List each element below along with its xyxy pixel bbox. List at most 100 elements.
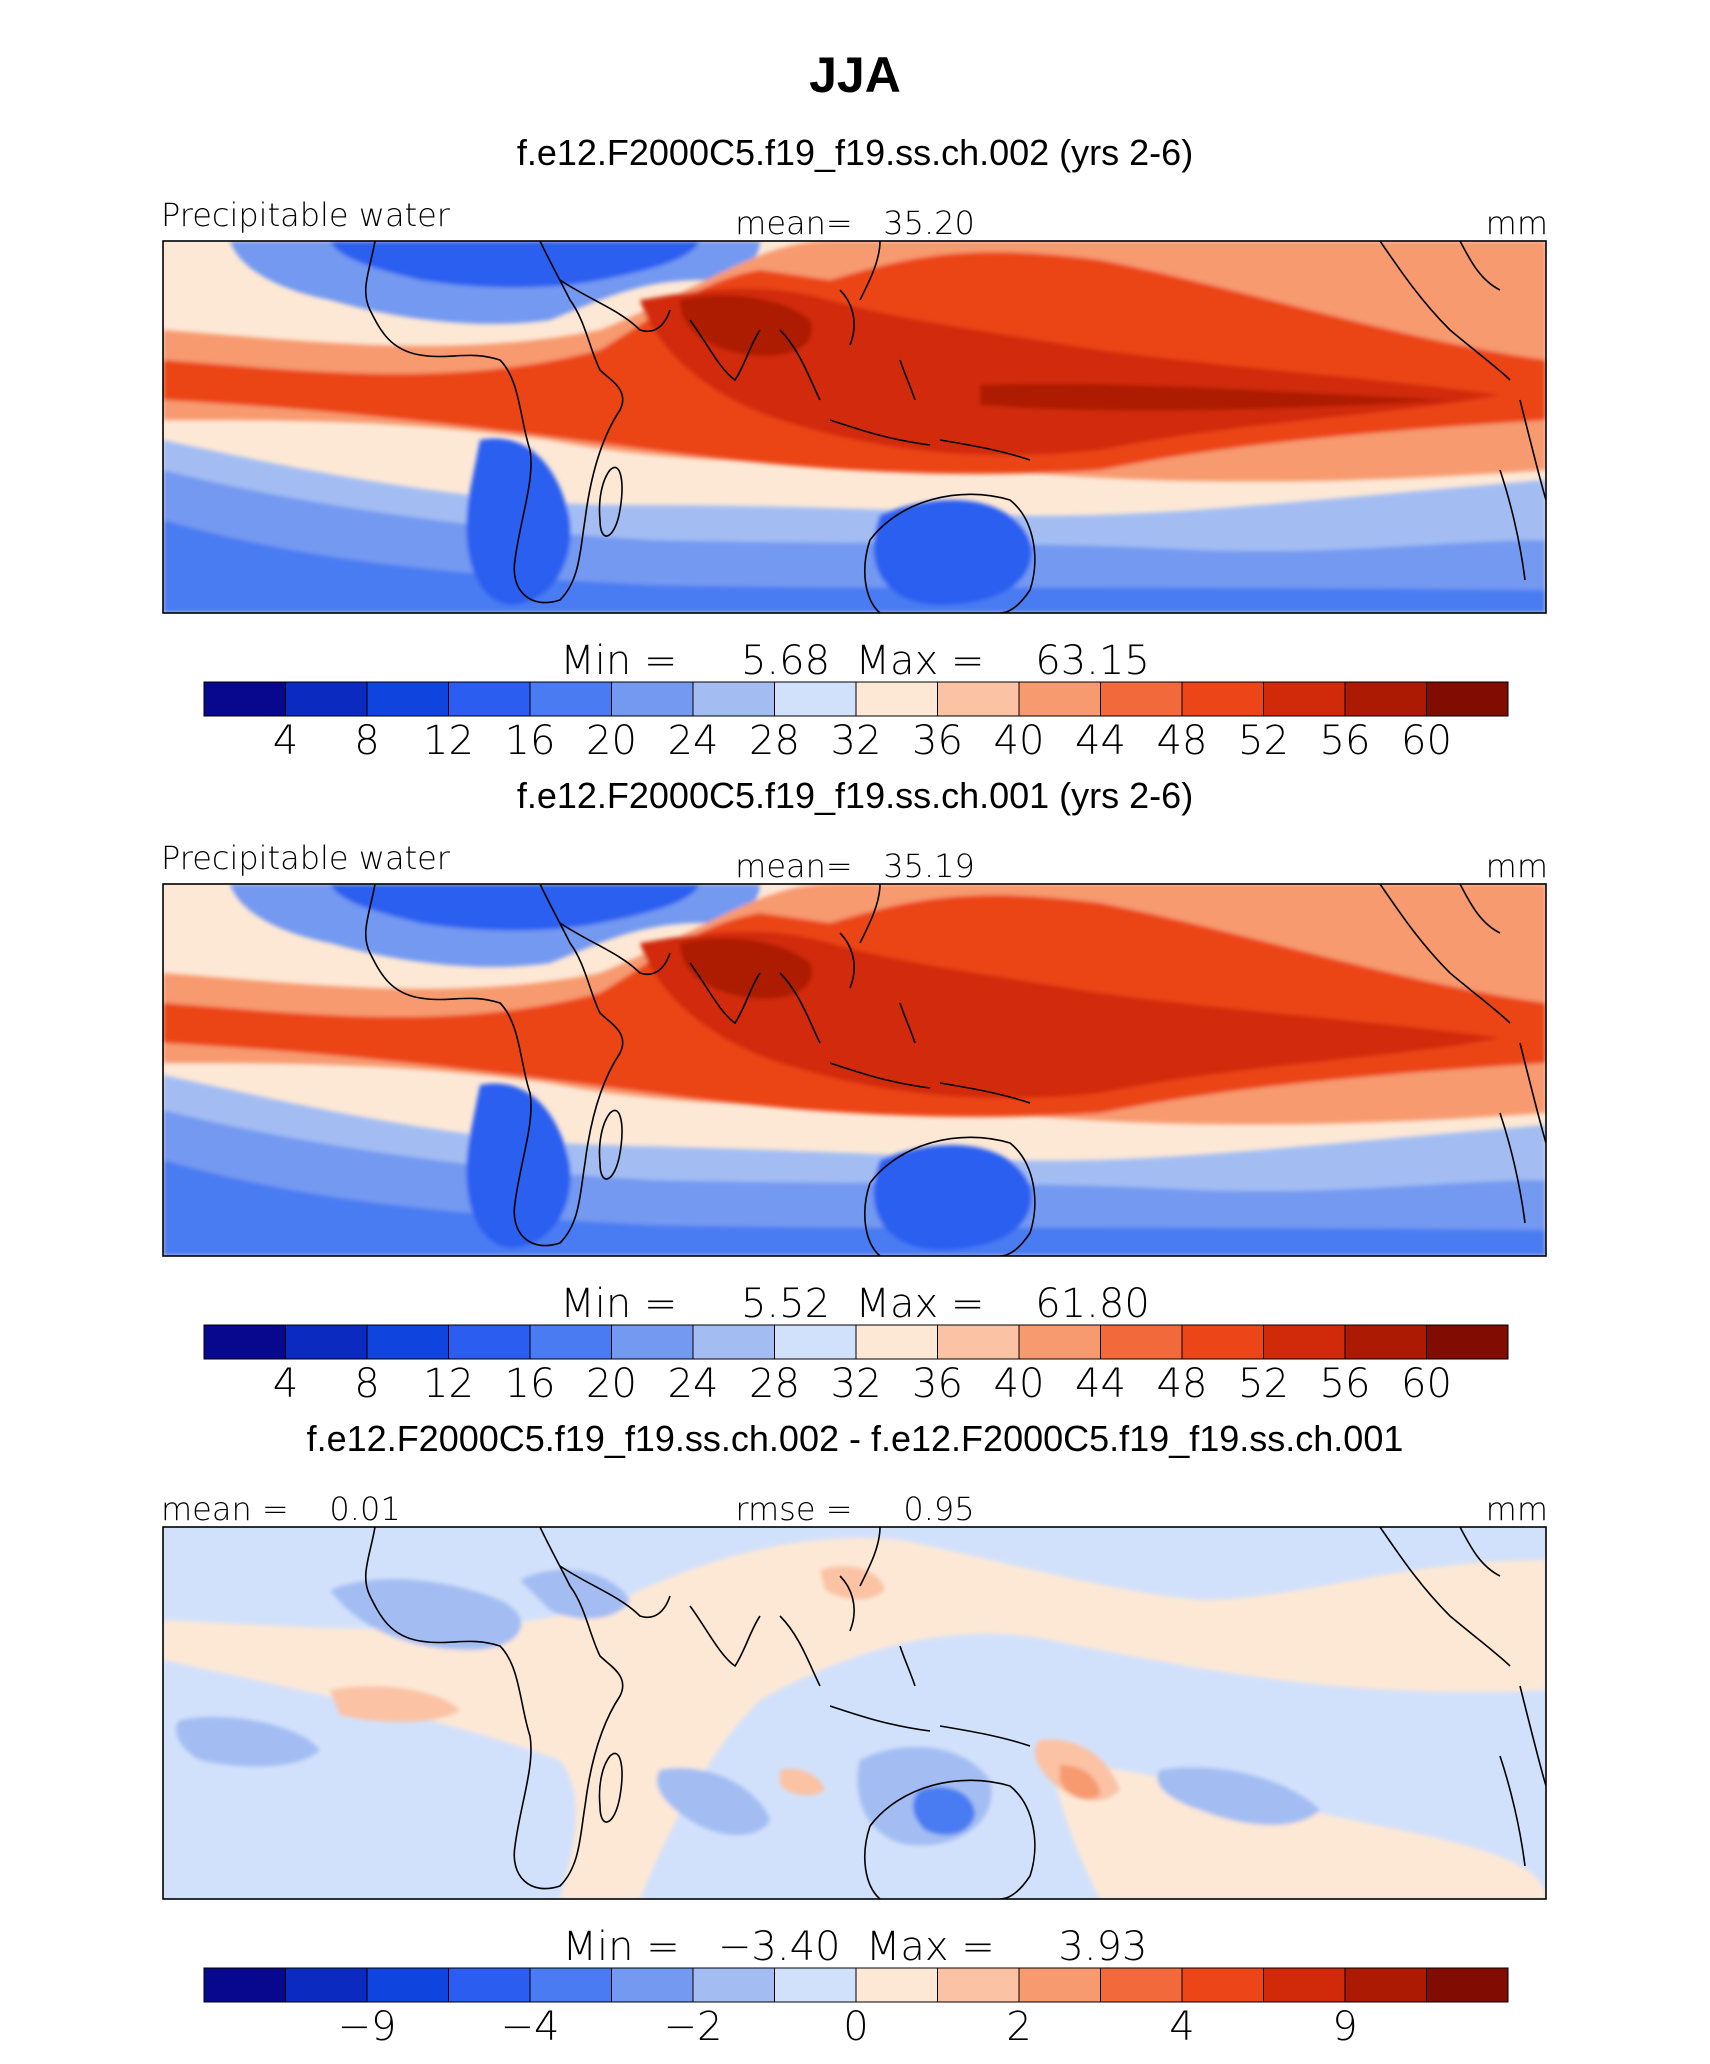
colorbar-swatch [1100, 1324, 1183, 1360]
season-title: JJA [809, 47, 901, 103]
colorbar-tick-label: 12 [423, 718, 474, 764]
south-america-west-coast [1499, 1112, 1526, 1224]
colorbar-tick-label: 0 [843, 2004, 868, 2050]
indonesia-coast [829, 1002, 1031, 1104]
panel-3-units-label: mm [1486, 1490, 1548, 1528]
colorbar-tick-label: 16 [505, 718, 556, 764]
colorbar-swatch [1426, 1324, 1509, 1360]
colorbar-swatch [1100, 681, 1183, 717]
se-asia-coast [779, 1527, 881, 1687]
arabia-coast [559, 1565, 671, 1618]
madagascar-coast [598, 1109, 623, 1180]
colorbar-swatch [1181, 681, 1264, 717]
arabia-coast [559, 279, 671, 332]
colorbar-tick-label: 8 [354, 718, 379, 764]
panel-3-colorbar [203, 1967, 1509, 2003]
colorbar-swatch [692, 1324, 775, 1360]
colorbar-swatch [448, 1324, 531, 1360]
colorbar-tick-label: 44 [1075, 1361, 1126, 1407]
colorbar-tick-label: 48 [1157, 718, 1208, 764]
field-diff-pos-1 [330, 1686, 460, 1722]
panel-1-min-max: Min = 5.68 Max = 63.15 [560, 638, 1150, 684]
colorbar-tick-label: 56 [1320, 1361, 1371, 1407]
colorbar-swatch [1263, 1967, 1346, 2003]
colorbar-tick-label: 60 [1401, 1361, 1452, 1407]
field-diff-pos-asia [820, 1566, 885, 1600]
panel-2-frame [162, 883, 1547, 1257]
colorbar-tick-label: 12 [423, 1361, 474, 1407]
panel-3: f.e12.F2000C5.f19_f19.ss.ch.002 - f.e12.… [161, 1418, 1548, 2050]
colorbar-swatch [1100, 1967, 1183, 2003]
colorbar-swatch [611, 1324, 694, 1360]
colorbar-swatch [203, 1324, 286, 1360]
colorbar-swatch [1018, 1324, 1101, 1360]
colorbar-swatch [203, 681, 286, 717]
indonesia-coast [829, 1645, 1031, 1747]
field-australia-blue [873, 1145, 1032, 1250]
field-diff-pos-4 [780, 1768, 825, 1796]
field-tropical-warm-3 [640, 931, 1500, 1099]
africa-coast [364, 241, 624, 604]
colorbar-swatch [1426, 1967, 1509, 2003]
colorbar-swatch [774, 681, 857, 717]
australia-coast [864, 1136, 1036, 1256]
south-america-west-coast [1499, 1755, 1526, 1867]
colorbar-tick-label: 20 [586, 1361, 637, 1407]
field-diff-neg-indian [656, 1768, 770, 1835]
field-australia-blue [873, 500, 1032, 605]
panel-2: f.e12.F2000C5.f19_f19.ss.ch.001 (yrs 2-6… [161, 775, 1548, 1407]
india-coast [689, 319, 761, 382]
madagascar-coast [598, 466, 623, 537]
colorbar-swatch [1344, 1324, 1427, 1360]
madagascar-coast [598, 1752, 623, 1823]
colorbar-swatch [203, 1967, 286, 2003]
panel-1: f.e12.F2000C5.f19_f19.ss.ch.002 (yrs 2-6… [161, 132, 1548, 764]
panel-2-map [163, 884, 1546, 1256]
arabia-coast [559, 922, 671, 975]
field-indian-monsoon [680, 295, 812, 356]
colorbar-swatch [366, 681, 449, 717]
field-africa-blue [466, 1083, 571, 1248]
colorbar-tick-label: 32 [831, 1361, 882, 1407]
colorbar-swatch [366, 1324, 449, 1360]
colorbar-tick-label: 24 [668, 1361, 719, 1407]
colorbar-swatch [1181, 1967, 1264, 2003]
colorbar-swatch [1344, 1967, 1427, 2003]
colorbar-tick-label: 20 [586, 718, 637, 764]
panel-1-units-label: mm [1486, 204, 1548, 242]
colorbar-tick-label: 36 [912, 1361, 963, 1407]
colorbar-tick-label: 9 [1332, 2004, 1357, 2050]
colorbar-tick-label: 40 [994, 1361, 1045, 1407]
panel-3-min-max: Min = −3.40 Max = 3.93 [563, 1924, 1148, 1970]
south-america-west-coast [1499, 469, 1526, 581]
colorbar-swatch [774, 1324, 857, 1360]
colorbar-tick-label: 36 [912, 718, 963, 764]
india-coast [689, 962, 761, 1025]
africa-coast [364, 884, 624, 1247]
panel-2-units-label: mm [1486, 847, 1548, 885]
panel-1-colorbar [203, 681, 1509, 717]
colorbar-tick-label: 2 [1006, 2004, 1031, 2050]
field-north-blue-2 [330, 241, 700, 288]
colorbar-swatch [937, 681, 1020, 717]
australia-coast [864, 1779, 1036, 1899]
panel-3-colorbar-ticks: −9 −4 −2 0 2 4 9 [338, 2004, 1358, 2050]
colorbar-swatch [529, 1324, 612, 1360]
colorbar-tick-label: 32 [831, 718, 882, 764]
colorbar-tick-label: 8 [354, 1361, 379, 1407]
colorbar-tick-label: 52 [1238, 1361, 1289, 1407]
panel-1-colorbar-ticks: 4 8 12 16 20 24 28 32 36 40 44 48 52 56 60 [273, 718, 1452, 764]
field-africa-blue [466, 438, 571, 605]
colorbar-tick-label: 16 [505, 1361, 556, 1407]
colorbar-swatch [855, 1324, 938, 1360]
panel-3-title: f.e12.F2000C5.f19_f19.ss.ch.002 - f.e12.… [307, 1418, 1404, 1459]
colorbar-tick-label: 28 [749, 1361, 800, 1407]
colorbar-tick-label: 60 [1401, 718, 1452, 764]
coastlines [364, 241, 1546, 613]
panel-2-mean-label: mean= 35.19 [735, 847, 975, 885]
field-diff-pos-3 [1060, 1765, 1100, 1800]
panel-1-map [163, 241, 1546, 613]
field-diff-neg-west [176, 1716, 320, 1767]
panel-3-rmse-label: rmse = 0.95 [735, 1490, 974, 1528]
field-north-blue-2 [330, 884, 700, 931]
